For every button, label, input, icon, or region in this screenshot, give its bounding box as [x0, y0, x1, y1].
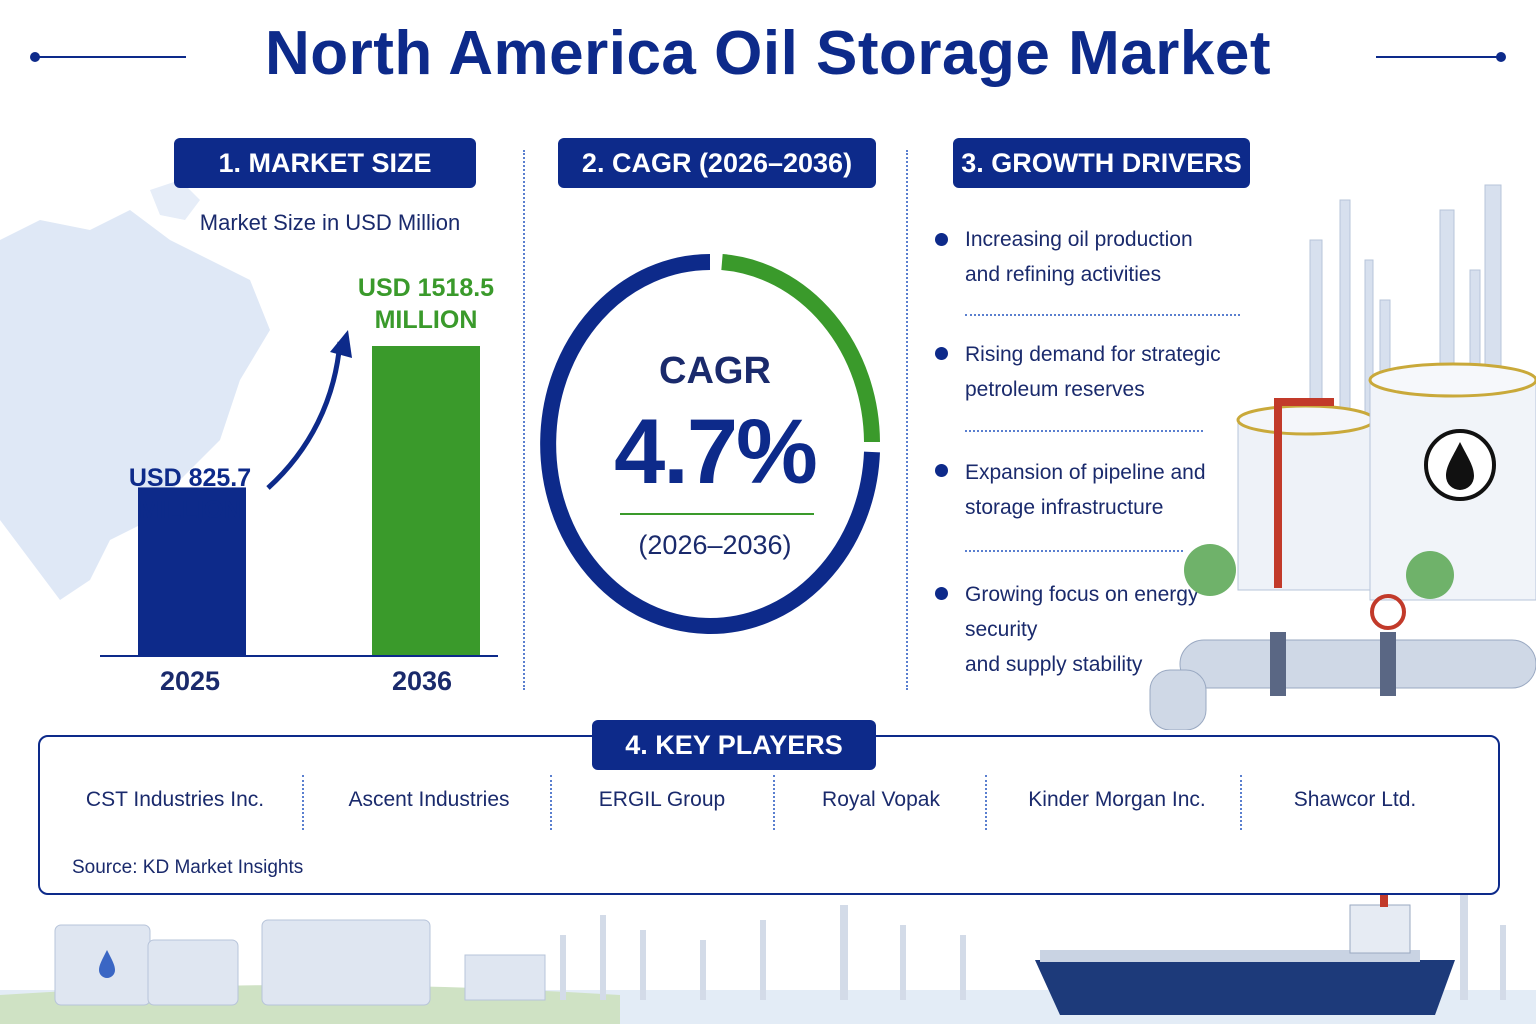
player-divider-5	[1240, 775, 1242, 830]
driver-bullet-1	[935, 233, 948, 246]
source-label: Source:	[72, 857, 143, 878]
pipeline	[1149, 632, 1536, 730]
title-left-dot	[30, 52, 40, 62]
storage-tank-right	[1368, 362, 1536, 601]
driver-3-line1: Expansion of pipeline and	[965, 461, 1206, 484]
driver-2-line1: Rising demand for strategic	[965, 343, 1221, 366]
driver-bullet-2	[935, 347, 948, 360]
driver-4-line1: Growing focus on energy security	[965, 583, 1199, 641]
player-shawcor: Shawcor Ltd.	[1293, 788, 1417, 811]
cagr-ring	[540, 254, 880, 634]
key-players-heading: 4. KEY PLAYERS	[592, 720, 876, 770]
oil-drop-icon	[1446, 442, 1474, 490]
player-divider-4	[985, 775, 987, 830]
cagr-period: (2026–2036)	[638, 530, 792, 560]
driver-divider-2	[965, 430, 1203, 432]
bar-2036	[372, 346, 480, 656]
page-title: North America Oil Storage Market	[265, 19, 1271, 88]
driver-4-line2: and supply stability	[965, 653, 1143, 676]
player-kinder-morgan: Kinder Morgan Inc.	[1028, 788, 1206, 811]
player-divider-1	[302, 775, 304, 830]
cagr-label: CAGR	[659, 350, 771, 392]
cagr-heading: 2. CAGR (2026–2036)	[558, 138, 876, 188]
market-size-heading: 1. MARKET SIZE	[174, 138, 476, 188]
year-2025-label: 2025	[159, 666, 221, 696]
driver-divider-1	[965, 314, 1240, 316]
market-size-chart	[100, 330, 498, 657]
growth-arrow-icon	[266, 341, 343, 490]
growth-drivers-heading: 3. GROWTH DRIVERS	[953, 138, 1250, 188]
storage-tank-left	[1236, 404, 1376, 591]
player-royal-vopak: Royal Vopak	[822, 788, 940, 811]
title-left-line	[36, 56, 186, 58]
growth-arrow-head-icon	[330, 330, 352, 358]
source-name: KD Market Insights	[142, 857, 304, 878]
driver-1-line2: and refining activities	[965, 263, 1162, 286]
value-2036-line1: USD 1518.5	[357, 274, 495, 302]
market-size-subtitle: Market Size in USD Million	[199, 210, 461, 235]
cagr-value: 4.7%	[614, 401, 818, 503]
north-america-map-background	[0, 180, 270, 600]
divider-1	[523, 150, 525, 690]
driver-item-1: Increasing oil production and refining a…	[965, 222, 1265, 292]
driver-item-4: Growing focus on energy security and sup…	[965, 577, 1275, 682]
driver-1-line1: Increasing oil production	[965, 228, 1193, 251]
value-2025-line2: MILLION	[138, 496, 242, 524]
player-ascent-industries: Ascent Industries	[348, 788, 510, 811]
value-2025-line1: USD 825.7	[128, 464, 252, 492]
divider-2	[906, 150, 908, 690]
oil-tanker-ship	[1035, 895, 1455, 1015]
tank-drop-icon	[99, 950, 115, 978]
driver-divider-3	[965, 550, 1183, 552]
driver-2-line2: petroleum reserves	[965, 378, 1145, 401]
year-2036-label: 2036	[391, 666, 453, 696]
player-divider-3	[773, 775, 775, 830]
bottom-landscape-illustration	[0, 895, 1536, 1024]
driver-item-2: Rising demand for strategic petroleum re…	[965, 337, 1265, 407]
cagr-ring-green-arc	[721, 254, 880, 443]
driver-item-3: Expansion of pipeline and storage infras…	[965, 455, 1265, 525]
driver-bullet-3	[935, 464, 948, 477]
driver-bullet-4	[935, 587, 948, 600]
refinery-illustration	[1149, 184, 1536, 730]
source-credit: Source: KD Market Insights	[72, 857, 303, 879]
player-cst-industries: CST Industries Inc.	[85, 788, 265, 811]
driver-3-line2: storage infrastructure	[965, 496, 1164, 519]
bar-2025	[138, 487, 246, 656]
player-ergil-group: ERGIL Group	[598, 788, 726, 811]
player-divider-2	[550, 775, 552, 830]
cagr-ring-blue-arc	[540, 254, 880, 634]
valve-wheel-icon	[1370, 594, 1406, 630]
value-2036-line2: MILLION	[374, 306, 478, 334]
title-right-dot	[1496, 52, 1506, 62]
title-right-line	[1376, 56, 1501, 58]
